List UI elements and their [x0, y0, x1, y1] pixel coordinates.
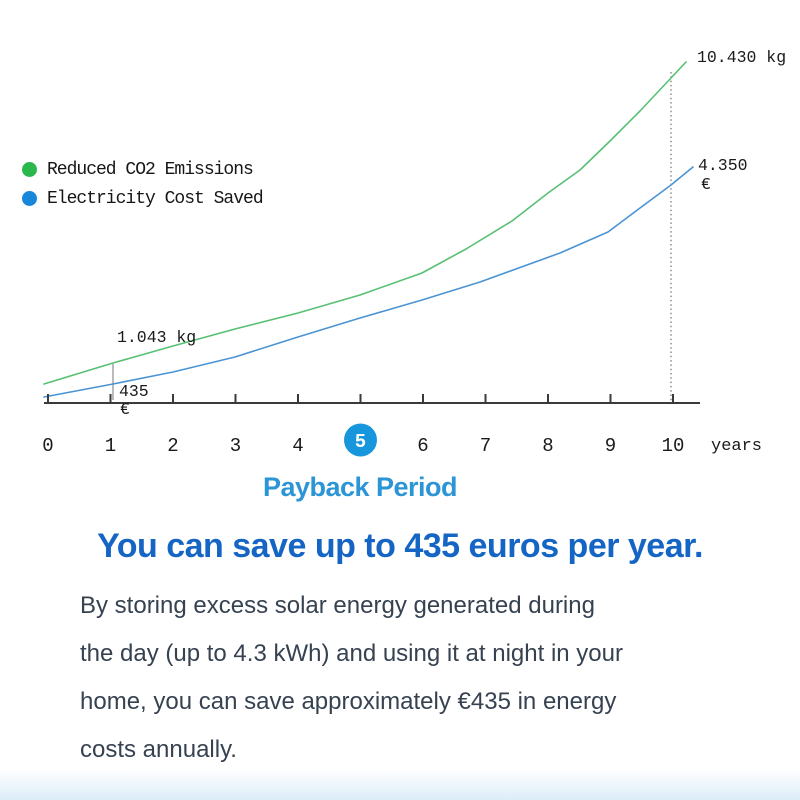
tick-label-7: 7: [480, 435, 491, 457]
co2-emissions-line: [43, 61, 687, 385]
legend-label-cost: Electricity Cost Saved: [47, 188, 264, 209]
legend-label-co2: Reduced CO2 Emissions: [47, 159, 254, 180]
bottom-gradient-decoration: [0, 770, 800, 800]
cost-year10-unit-annotation: €: [701, 175, 711, 194]
x-axis-ticks: [47, 394, 674, 402]
tick-label-1: 1: [105, 435, 116, 457]
savings-description: By storing excess solar energy generated…: [80, 582, 760, 774]
cost-saved-line: [43, 166, 694, 398]
description-line-2: the day (up to 4.3 kWh) and using it at …: [80, 640, 623, 667]
tick-label-8: 8: [542, 435, 553, 457]
payback-line-chart: 0 1 2 3 4 6 7 8 9 10 years 5 10.430 kg 4…: [42, 48, 786, 457]
tick-label-5: 5: [355, 431, 366, 453]
cost-year1-annotation: 435: [119, 382, 149, 401]
co2-year10-annotation: 10.430 kg: [697, 48, 786, 67]
chart-legend: Reduced CO2 Emissions Electricity Cost S…: [22, 155, 264, 213]
cost-year1-unit-annotation: €: [120, 400, 130, 419]
chart-annotations: 10.430 kg 4.350 € 1.043 kg 435 €: [117, 48, 786, 419]
legend-item-co2: Reduced CO2 Emissions: [22, 155, 263, 184]
savings-headline: You can save up to 435 euros per year.: [97, 527, 703, 565]
description-line-4: costs annually.: [80, 736, 237, 763]
description-line-1: By storing excess solar energy generated…: [80, 592, 595, 619]
x-axis-unit-label: years: [711, 437, 762, 456]
tick-label-3: 3: [230, 435, 241, 457]
cost-year10-annotation: 4.350: [698, 156, 748, 175]
cost-series-dot-icon: [22, 191, 37, 206]
tick-label-6: 6: [417, 435, 428, 457]
tick-label-0: 0: [42, 435, 53, 457]
x-axis-title: Payback Period: [262, 472, 458, 502]
highlighted-year-5-badge: 5: [344, 423, 377, 457]
highlight-circle: [344, 423, 377, 457]
tick-label-9: 9: [605, 435, 616, 457]
tick-label-2: 2: [167, 435, 178, 457]
tick-label-10: 10: [662, 435, 685, 457]
co2-year1-annotation: 1.043 kg: [117, 328, 196, 347]
description-line-3: home, you can save approximately €435 in…: [80, 688, 617, 715]
tick-label-4: 4: [292, 435, 303, 457]
x-axis-tick-labels: 0 1 2 3 4 6 7 8 9 10 years: [42, 435, 762, 457]
co2-series-dot-icon: [22, 162, 37, 177]
legend-item-cost: Electricity Cost Saved: [22, 184, 264, 213]
